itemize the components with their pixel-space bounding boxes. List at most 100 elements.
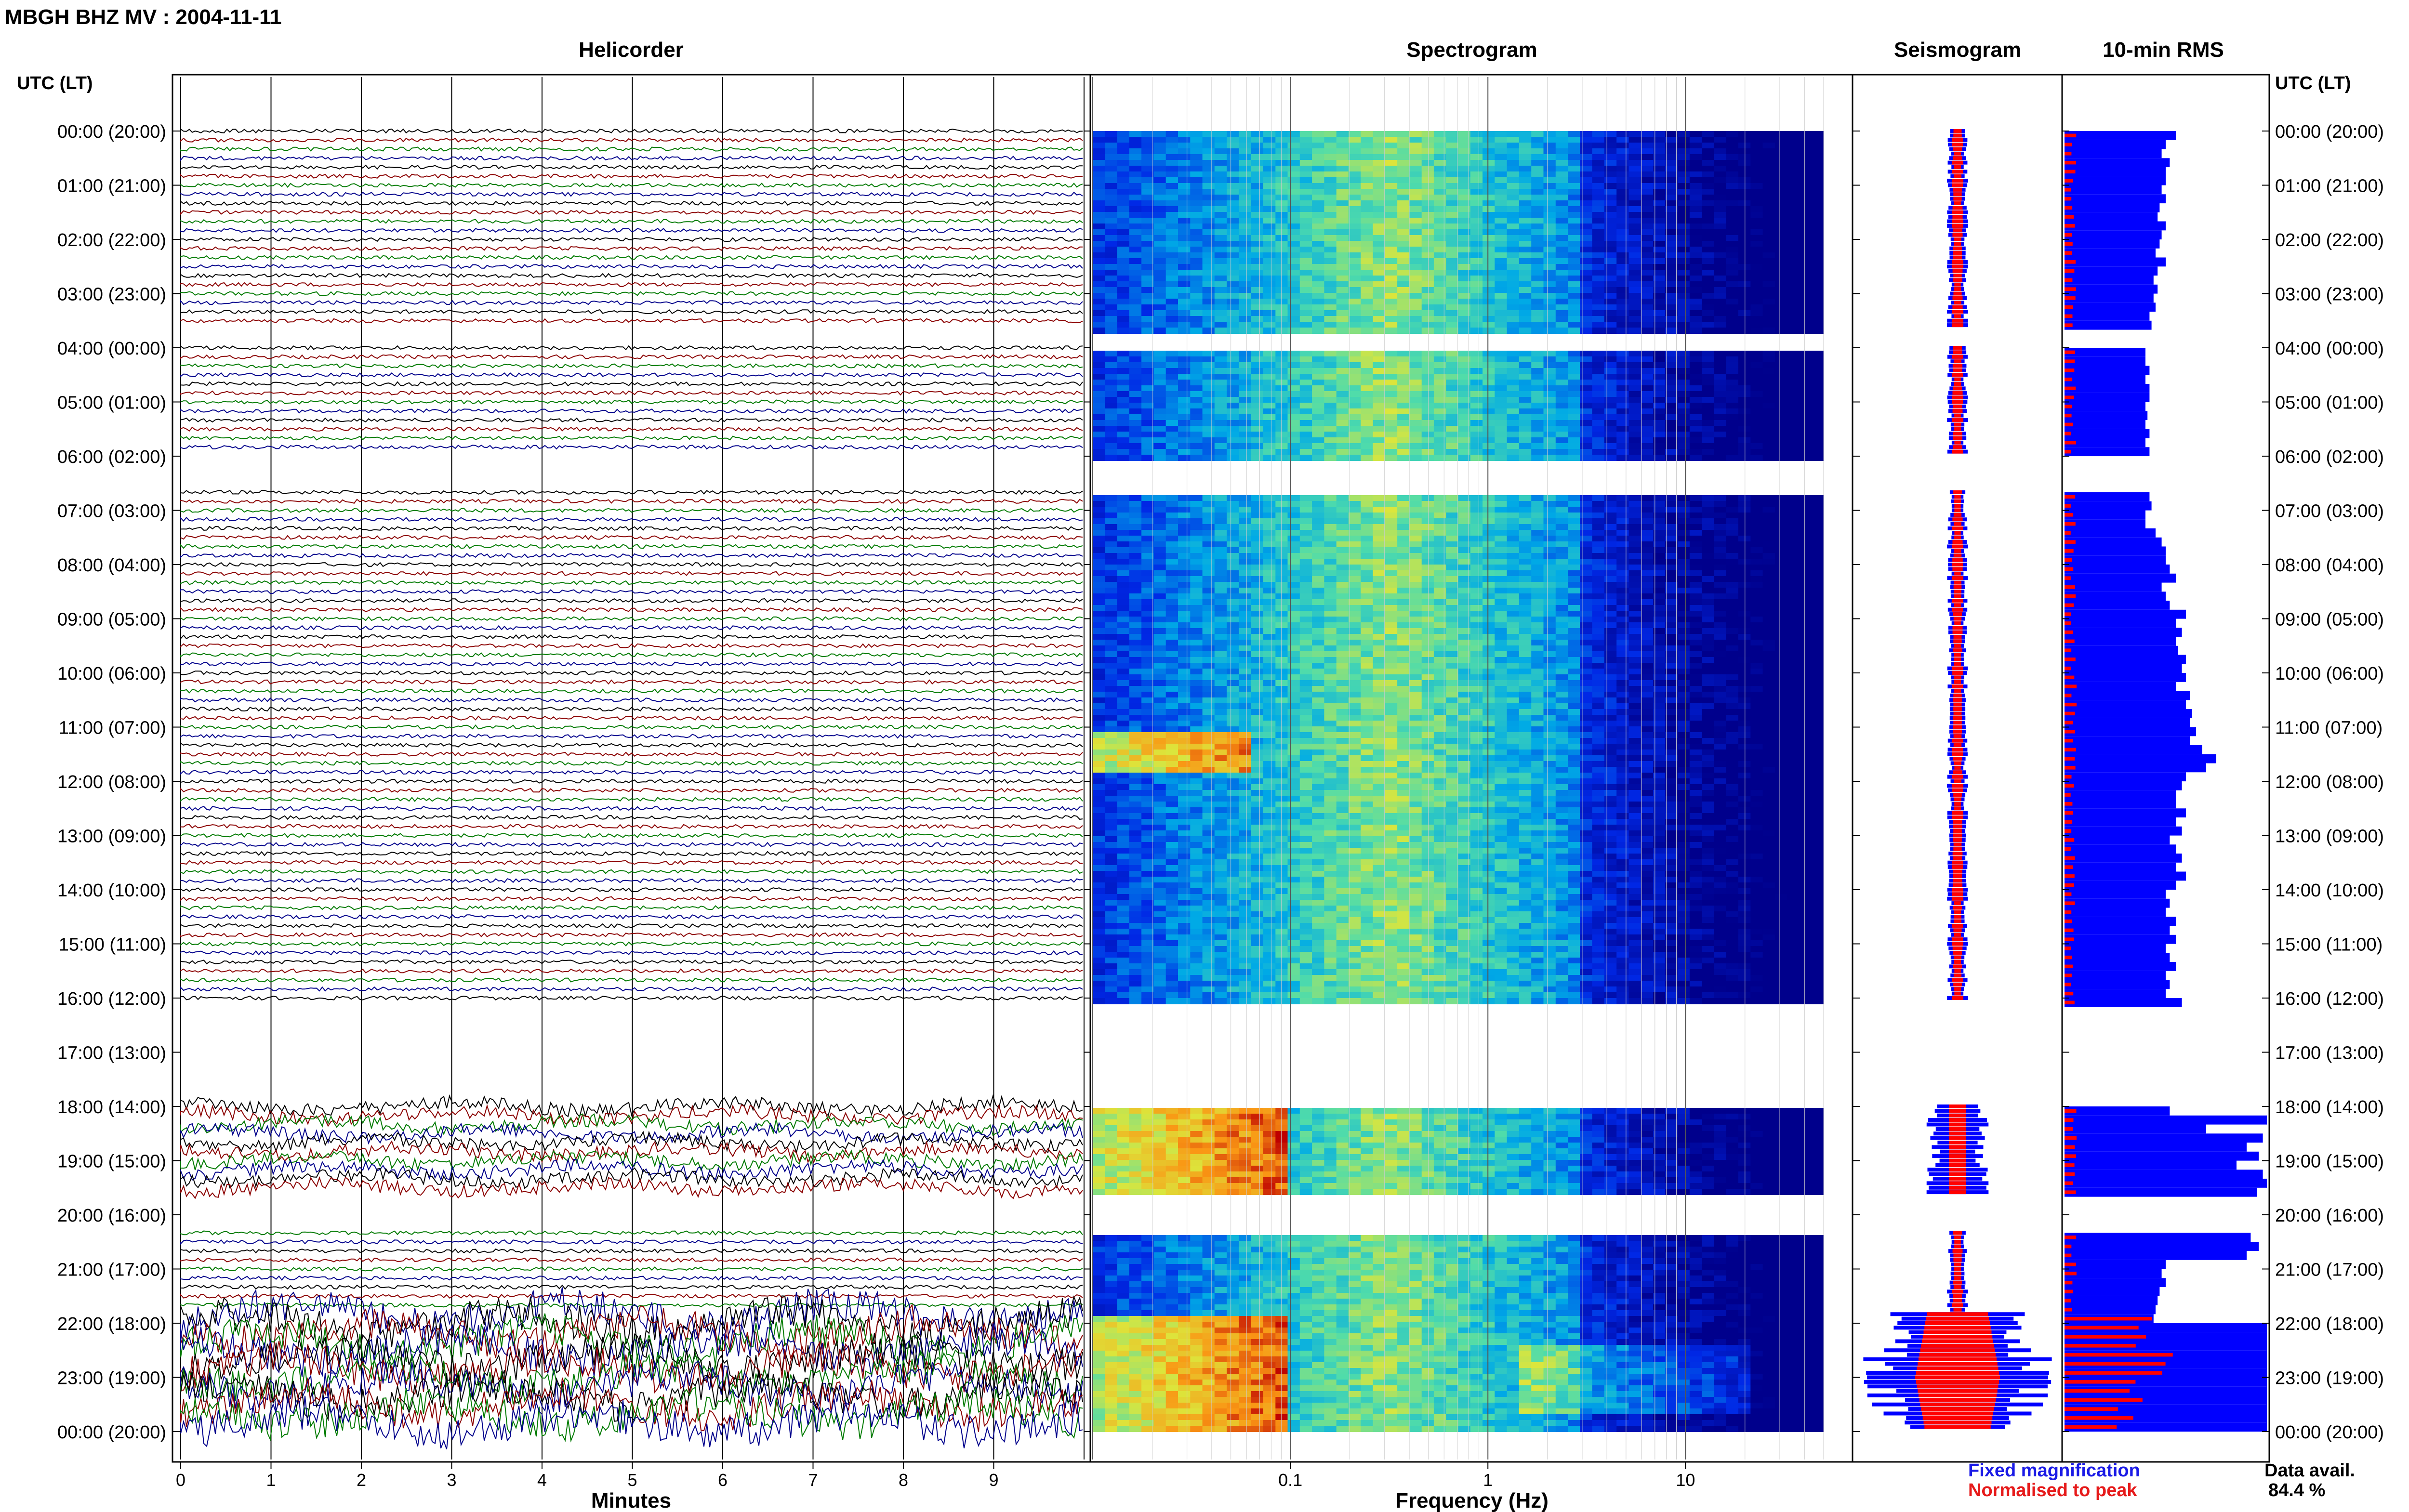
spectrogram-cell (1580, 611, 1593, 617)
spectrogram-cell (1397, 426, 1410, 432)
spectrogram-cell (1616, 310, 1629, 316)
spectrogram-cell (1385, 195, 1398, 201)
spectrogram-cell (1397, 530, 1410, 536)
spectrogram-cell (1799, 530, 1812, 536)
spectrogram-cell (1093, 374, 1106, 380)
spectrogram-cell (1641, 426, 1654, 432)
spectrogram-cell (1641, 148, 1654, 155)
spectrogram-cell (1165, 570, 1178, 577)
spectrogram-cell (1385, 200, 1398, 207)
spectrogram-cell (1165, 432, 1178, 438)
spectrogram-cell (1653, 507, 1666, 513)
spectrogram-cell (1592, 328, 1605, 334)
spectrogram-cell (1774, 582, 1788, 588)
spectrogram-cell (1373, 576, 1386, 582)
spectrogram-cell (1385, 281, 1398, 288)
spectrogram-cell (1227, 651, 1240, 657)
spectrogram-cell (1239, 276, 1252, 282)
spectrogram-cell (1774, 605, 1788, 611)
spectrogram-cell (1507, 432, 1520, 438)
spectrogram-cell (1202, 449, 1215, 455)
spectrogram-cell (1665, 628, 1678, 634)
spectrogram-cell (1105, 599, 1118, 605)
spectrogram-cell (1726, 570, 1739, 577)
spectrogram-cell (1409, 351, 1422, 357)
spectrogram-cell (1787, 403, 1800, 409)
spectrogram-cell (1227, 328, 1240, 334)
spectrogram-cell (1275, 588, 1288, 594)
spectrogram-cell (1738, 287, 1751, 293)
spectrogram-cell (1324, 310, 1337, 316)
spectrogram-cell (1263, 362, 1276, 368)
spectrogram-cell (1495, 507, 1508, 513)
spectrogram-cell (1628, 651, 1641, 657)
spectrogram-cell (1361, 588, 1374, 594)
spectrogram-cell (1263, 281, 1276, 288)
spectrogram-cell (1628, 599, 1641, 605)
spectrogram-cell (1287, 362, 1300, 368)
spectrogram-cell (1750, 143, 1763, 149)
spectrogram-cell (1373, 565, 1386, 571)
spectrogram-cell (1361, 657, 1374, 663)
spectrogram-cell (1117, 420, 1130, 426)
spectrogram-cell (1726, 507, 1739, 513)
spectrogram-cell (1105, 276, 1118, 282)
spectrogram-cell (1299, 229, 1313, 236)
spectrogram-cell (1738, 229, 1751, 236)
spectrogram-cell (1750, 270, 1763, 276)
spectrogram-cell (1105, 166, 1118, 172)
spectrogram-cell (1762, 328, 1775, 334)
spectrogram-cell (1190, 513, 1203, 519)
spectrogram-cell (1714, 241, 1727, 247)
spectrogram-cell (1470, 611, 1483, 617)
spectrogram-cell (1093, 628, 1106, 634)
spectrogram-cell (1214, 628, 1228, 634)
spectrogram-cell (1482, 241, 1496, 247)
spectrogram-cell (1446, 293, 1459, 299)
spectrogram-cell (1568, 559, 1581, 565)
spectrogram-cell (1324, 229, 1337, 236)
spectrogram-cell (1348, 131, 1362, 137)
spectrogram-cell (1543, 403, 1556, 409)
spectrogram-cell (1653, 565, 1666, 571)
spectrogram-cell (1787, 513, 1800, 519)
spectrogram-cell (1519, 588, 1532, 594)
spectrogram-cell (1239, 252, 1252, 259)
spectrogram-cell (1495, 397, 1508, 403)
spectrogram-cell (1543, 218, 1556, 224)
spectrogram-cell (1153, 599, 1166, 605)
spectrogram-cell (1507, 530, 1520, 536)
spectrogram-cell (1555, 195, 1569, 201)
spectrogram-cell (1324, 518, 1337, 525)
spectrogram-cell (1227, 518, 1240, 525)
spectrogram-cell (1385, 362, 1398, 368)
spectrogram-cell (1653, 270, 1666, 276)
spectrogram-cell (1287, 154, 1300, 160)
spectrogram-cell (1214, 229, 1228, 236)
spectrogram-cell (1275, 408, 1288, 415)
spectrogram-cell (1604, 582, 1617, 588)
spectrogram-cell (1628, 281, 1641, 288)
spectrogram-cell (1361, 651, 1374, 657)
spectrogram-cell (1287, 137, 1300, 143)
spectrogram-cell (1153, 565, 1166, 571)
spectrogram-cell (1421, 206, 1434, 212)
spectrogram-cell (1592, 276, 1605, 282)
spectrogram-cell (1689, 189, 1703, 195)
spectrogram-cell (1616, 518, 1629, 525)
spectrogram-cell (1665, 200, 1678, 207)
spectrogram-cell (1616, 218, 1629, 224)
spectrogram-cell (1750, 356, 1763, 363)
utc-label-left: UTC (LT) (17, 73, 93, 93)
spectrogram-cell (1689, 166, 1703, 172)
spectrogram-cell (1165, 541, 1178, 548)
spectrogram-cell (1117, 171, 1130, 178)
spectrogram-cell (1178, 397, 1191, 403)
spectrogram-cell (1129, 530, 1142, 536)
spectrogram-cell (1324, 235, 1337, 241)
spectrogram-cell (1421, 541, 1434, 548)
spectrogram-cell (1202, 397, 1215, 403)
spectrogram-cell (1568, 651, 1581, 657)
spectrogram-cell (1714, 443, 1727, 449)
spectrogram-cell (1616, 293, 1629, 299)
